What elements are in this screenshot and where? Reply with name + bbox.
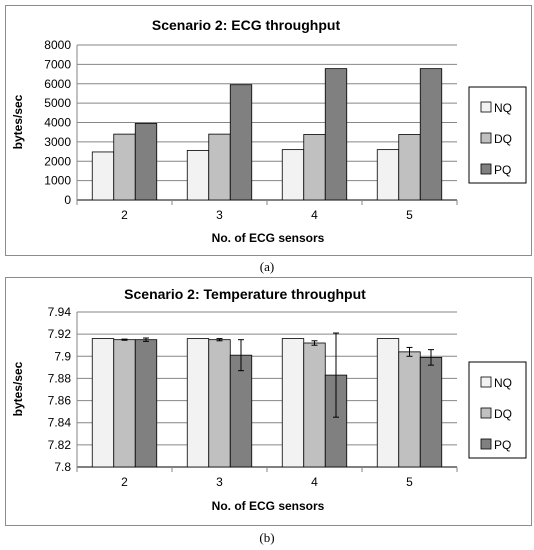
chart-a-x-tick-label: 2 [121,208,128,222]
chart-a-legend [468,86,527,184]
chart-b-legend-label: PQ [494,438,511,452]
chart-a-x-tick-label: 4 [311,208,318,222]
chart-a-x-tick-label: 3 [216,208,223,222]
chart-a-legend-label: PQ [494,163,511,177]
chart-b-y-tick-label: 7.86 [48,394,72,408]
chart-b-y-tick-label: 7.82 [48,438,72,452]
chart-a-bar-nq [376,149,400,201]
chart-b-y-tick-label: 7.92 [48,327,72,341]
chart-b-x-axis-label: No. of ECG sensors [212,499,325,513]
chart-a-legend-swatch-dq [480,132,492,144]
chart-b-y-axis-label: bytes/sec [11,361,25,416]
chart-b-title: Scenario 2: Temperature throughput [124,286,366,302]
chart-b-legend-swatch-nq [480,376,492,388]
chart-a-bar-nq [281,149,305,201]
chart-a-legend-swatch-nq [480,101,492,113]
chart-b-legend-label: NQ [494,376,512,390]
chart-a-y-tick-label: 3000 [44,135,71,149]
chart-a-title: Scenario 2: ECG throughput [152,17,341,33]
chart-a-y-tick-label: 2000 [44,154,71,168]
chart-b-bar-dq [208,339,231,468]
chart-a-legend-label: NQ [494,101,512,115]
chart-b-x-tick-label: 2 [121,475,128,489]
chart-a-bar-dq [303,134,326,201]
chart-b-x-tick-label: 5 [406,475,413,489]
chart-b-bar-nq [91,338,115,468]
chart-b-bar-dq [303,342,326,468]
chart-a-panel: Scenario 2: ECG throughput 0 1000 2000 3000 4… [5,5,532,256]
chart-b-bar-nq [281,338,305,468]
chart-a: Scenario 2: ECG throughput 0 1000 2000 3000 4… [11,17,527,245]
chart-a-y-tick-label: 5000 [44,96,71,110]
chart-b-bar-pq [229,354,253,468]
chart-a-legend-label: DQ [494,132,512,146]
chart-b-bar-dq [113,339,136,468]
chart-a-bar-dq [113,133,136,201]
chart-b-x-tick-label: 4 [311,475,318,489]
chart-a-y-tick-label: 1000 [44,174,71,188]
chart-b-y-tick-label: 7.88 [48,371,72,385]
chart-a-bar-nq [186,149,210,201]
chart-b-y-tick-label: 7.9 [54,349,71,363]
chart-a-y-tick-label: 7000 [44,57,71,71]
chart-b-y-tick-label: 7.84 [48,416,72,430]
chart-b-y-tick-label: 7.94 [48,305,72,319]
chart-a-bar-dq [398,134,421,201]
caption-a: (a) [259,259,275,274]
chart-a-bar-pq [134,123,158,201]
chart-a-y-tick-label: 8000 [44,38,71,52]
chart-a-y-axis-label: bytes/sec [11,94,25,149]
chart-a-bar-pq [419,68,443,201]
chart-a-x-tick-label: 5 [406,208,413,222]
chart-a-bar-pq [324,68,348,201]
chart-b-legend-swatch-pq [480,438,492,450]
chart-b-panel: Scenario 2: Temperature throughput 7.8 7.8… [5,277,532,526]
chart-b-x-tick-label: 3 [216,475,223,489]
chart-b-bar-pq [419,356,443,468]
chart-a-y-tick-label: 4000 [44,116,71,130]
chart-b-bar-nq [376,338,400,468]
chart-a-bar-dq [208,133,231,201]
chart-b-bar-dq [398,351,421,468]
chart-a-legend-swatch-pq [480,163,492,175]
chart-b-bar-pq [134,339,158,468]
chart-b: Scenario 2: Temperature throughput 7.8 7.8… [11,286,527,513]
chart-b-bar-nq [186,338,210,468]
chart-b-legend [468,361,527,459]
chart-b-legend-label: DQ [494,407,512,421]
chart-b-legend-swatch-dq [480,407,492,419]
chart-a-y-tick-label: 6000 [44,77,71,91]
chart-a-x-axis-label: No. of ECG sensors [212,231,325,245]
chart-a-bar-nq [91,151,115,201]
caption-b: (b) [259,530,275,545]
chart-a-bar-pq [229,84,253,201]
chart-a-y-tick-label: 0 [64,193,71,207]
chart-b-y-tick-label: 7.8 [54,460,71,474]
